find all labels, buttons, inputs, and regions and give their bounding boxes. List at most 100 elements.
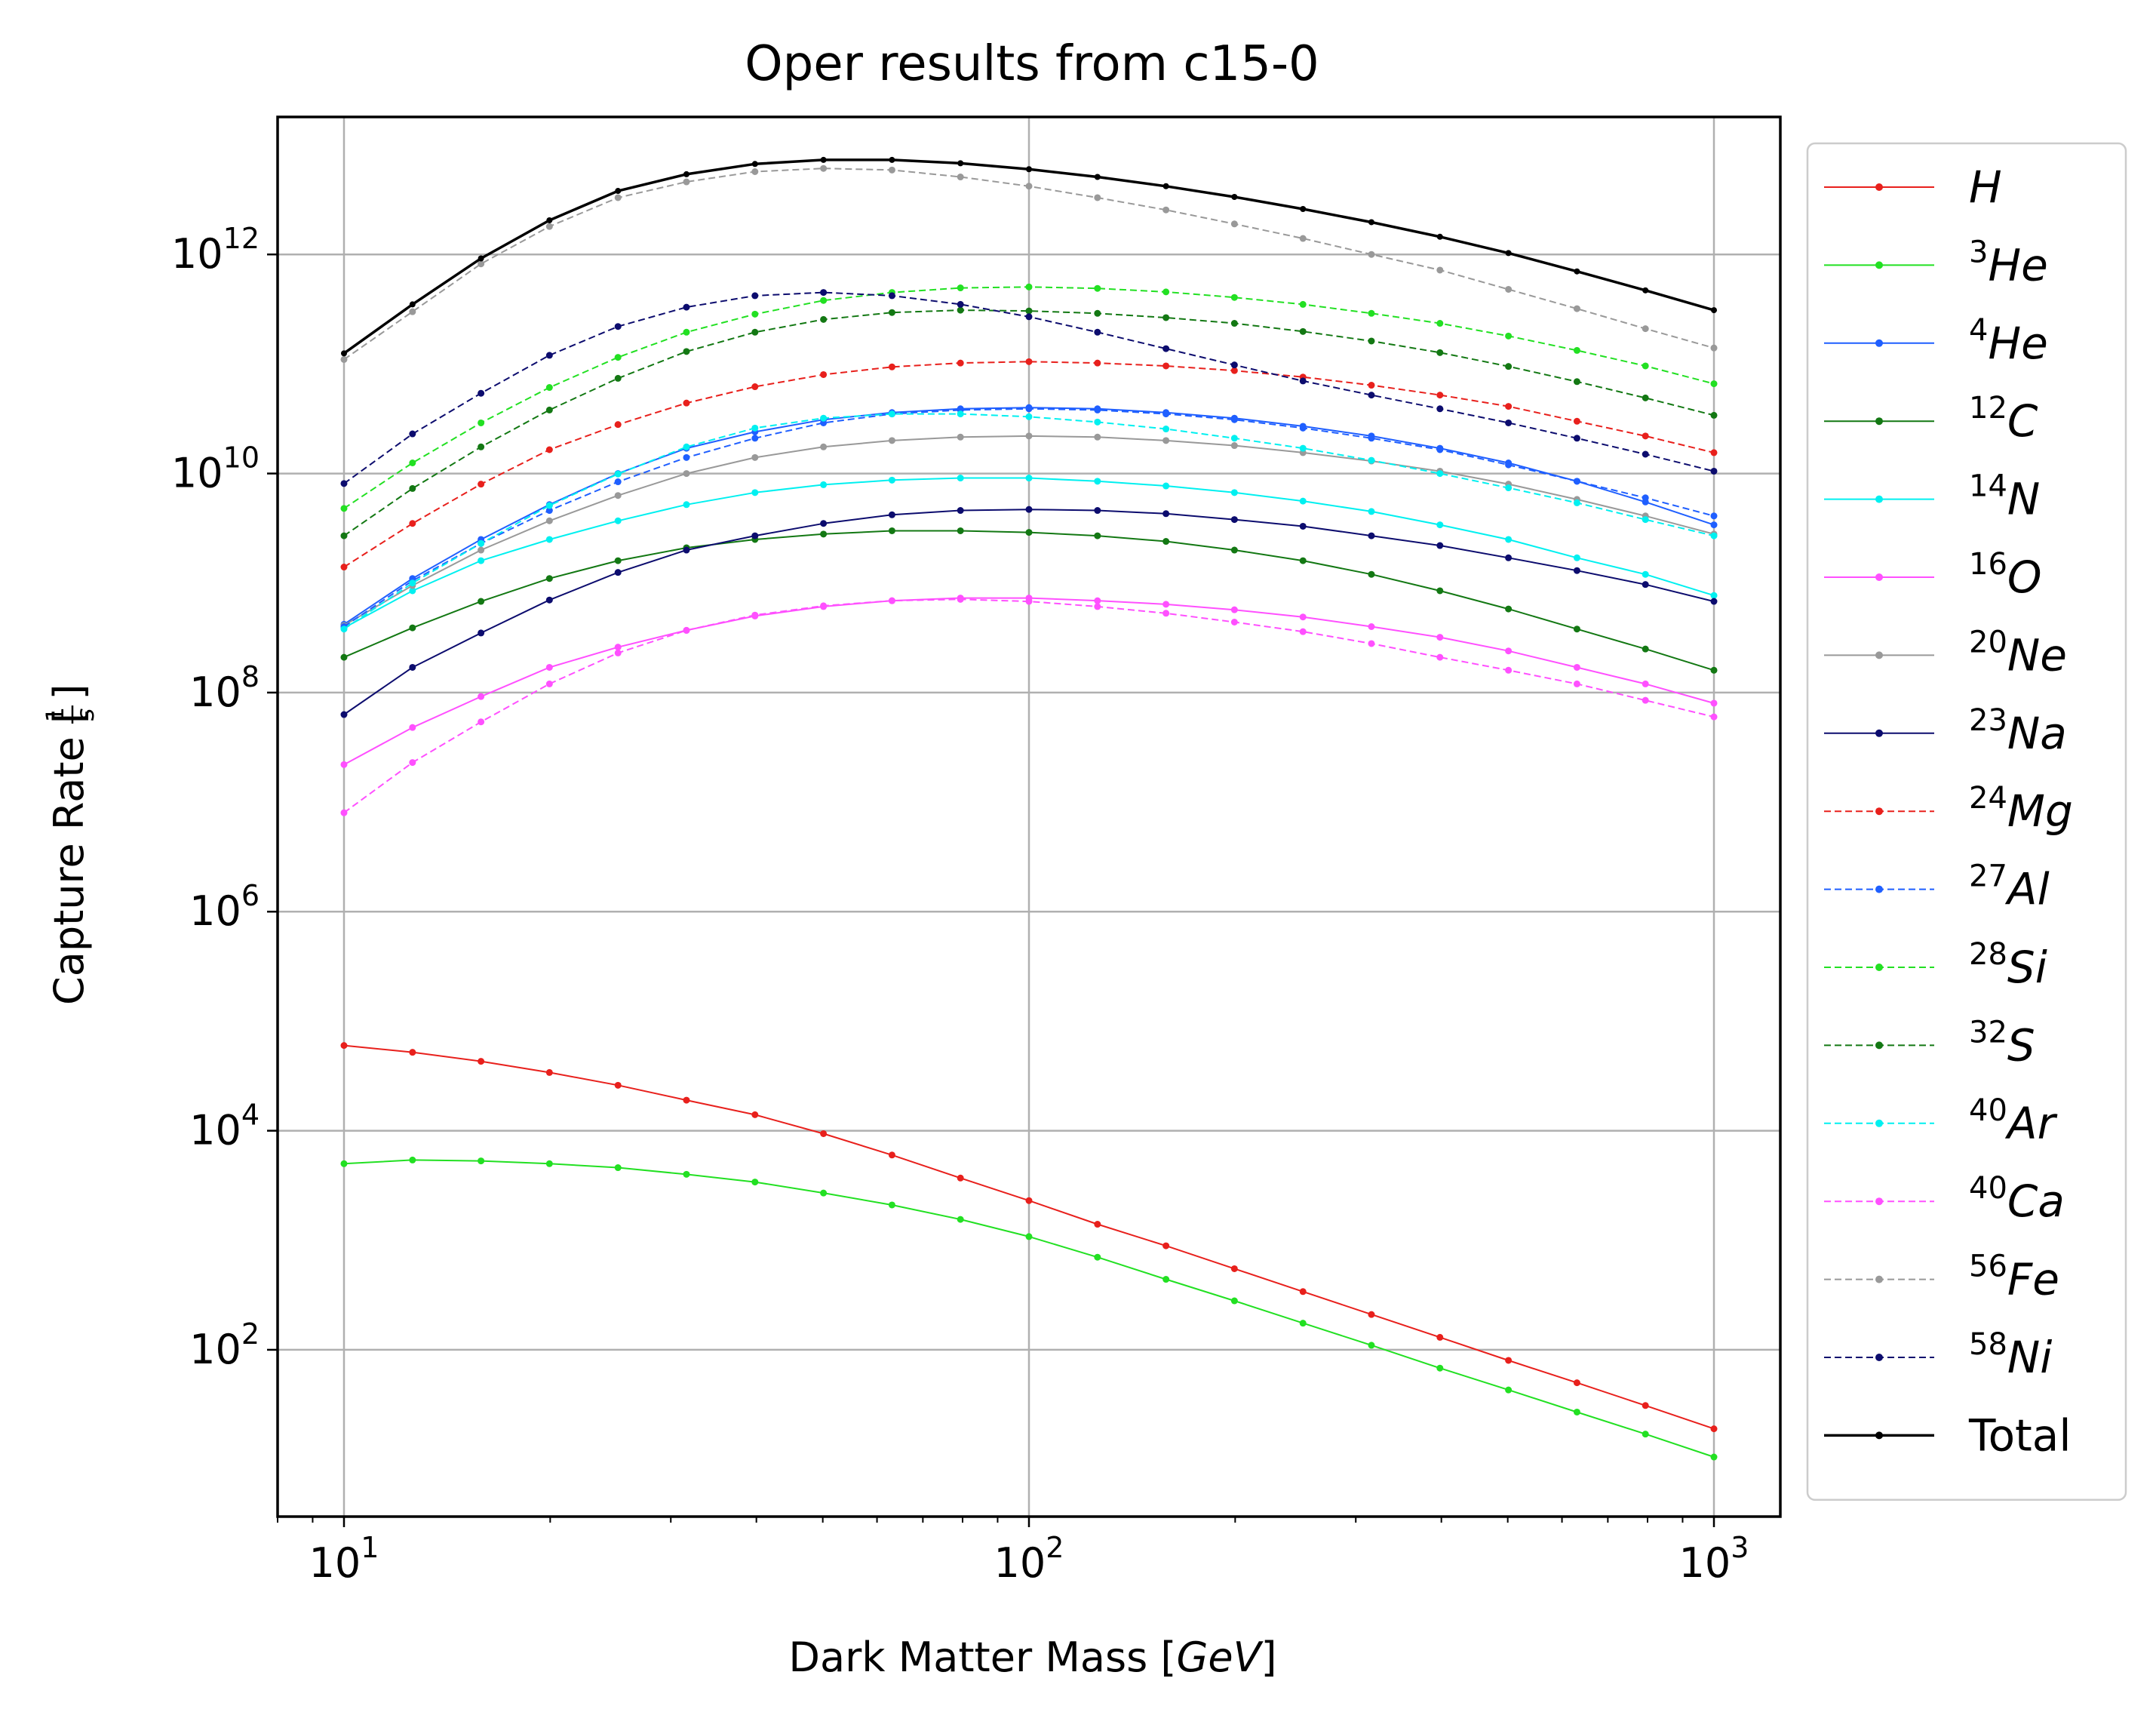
data-point (545, 507, 553, 515)
legend-swatch-marker (1875, 729, 1883, 737)
legend-swatch-marker (1875, 573, 1883, 581)
data-point (1162, 1276, 1170, 1283)
data-point (1436, 542, 1444, 549)
data-point (1368, 456, 1375, 464)
data-point (614, 421, 622, 429)
legend-label: 24Mg (1969, 781, 2073, 837)
data-point (751, 1179, 759, 1186)
data-point (1025, 313, 1033, 321)
data-point (546, 217, 553, 223)
data-point (1299, 444, 1307, 452)
data-point (1436, 349, 1444, 356)
data-point (1642, 362, 1649, 370)
legend-swatch-marker (1875, 964, 1883, 971)
legend-label: 20Ne (1969, 625, 2067, 681)
legend-swatch-marker (1875, 1119, 1883, 1127)
data-point (820, 370, 828, 378)
data-point (820, 1189, 828, 1197)
data-point (1505, 666, 1513, 674)
data-point (1642, 287, 1649, 294)
legend-swatch-marker (1875, 1354, 1883, 1361)
data-point (1025, 598, 1033, 605)
data-point (820, 520, 828, 527)
data-point (888, 476, 895, 484)
legend-item: 23Na (1824, 703, 2067, 759)
data-point (614, 492, 622, 499)
data-point (820, 414, 828, 422)
legend-item: H (1824, 161, 2002, 213)
data-point (1299, 628, 1307, 635)
series-Total (340, 156, 1718, 357)
data-point (1505, 647, 1513, 655)
data-point (1368, 382, 1375, 389)
data-point (478, 1157, 485, 1165)
data-point (1025, 1233, 1033, 1240)
data-point (340, 564, 348, 571)
data-point (1231, 194, 1238, 201)
series-56Fe (340, 164, 1718, 363)
data-point (820, 297, 828, 304)
data-point (1505, 403, 1513, 410)
data-point (1573, 554, 1580, 561)
legend: H 3He 4He 12C 14N 16O 20Ne 23Na 24Mg 27Al 28Si 32S 4… (1806, 142, 2127, 1502)
data-point (957, 306, 964, 314)
data-point (1299, 557, 1307, 564)
data-point (1025, 405, 1033, 413)
data-point (957, 1216, 964, 1223)
data-point (1094, 309, 1101, 317)
data-point (614, 194, 622, 201)
data-point (1710, 512, 1718, 520)
data-point (1573, 378, 1580, 386)
data-point (409, 587, 416, 595)
series-line (343, 361, 1715, 568)
data-point (614, 569, 622, 576)
series-12C (340, 527, 1718, 674)
data-point (1025, 413, 1033, 420)
data-point (957, 160, 964, 167)
data-point (1025, 475, 1033, 482)
legend-item: 4He (1824, 313, 2048, 369)
data-point (614, 354, 622, 361)
legend-label: 40Ar (1969, 1093, 2058, 1149)
data-point (545, 680, 553, 687)
data-point (1299, 522, 1307, 530)
data-point (957, 433, 964, 441)
data-point (1368, 1311, 1375, 1318)
data-point (1094, 507, 1101, 515)
data-point (1573, 626, 1580, 633)
series-28Si (340, 283, 1718, 512)
legend-item: 28Si (1824, 937, 2047, 993)
legend-label: 12C (1969, 391, 2038, 447)
data-point (1710, 1425, 1718, 1433)
data-point (683, 328, 690, 336)
data-point (1162, 314, 1170, 321)
data-point (478, 546, 485, 554)
data-point (1505, 536, 1513, 543)
data-point (1505, 363, 1513, 370)
data-point (888, 292, 895, 300)
legend-swatch-marker (1875, 1275, 1883, 1283)
data-point (1642, 494, 1649, 502)
data-point (1642, 696, 1649, 704)
data-point (1299, 300, 1307, 308)
data-point (1436, 233, 1443, 240)
data-point (1162, 426, 1170, 433)
data-point (614, 470, 622, 478)
data-point (957, 595, 964, 603)
data-point (683, 626, 690, 634)
data-point (1025, 307, 1033, 315)
data-point (1711, 307, 1718, 314)
data-point (820, 530, 828, 538)
data-point (1368, 508, 1375, 515)
data-point (340, 1042, 348, 1050)
data-point (1436, 266, 1444, 274)
legend-label: 14N (1969, 469, 2040, 525)
legend-item: 32S (1824, 1015, 2035, 1071)
data-point (1436, 470, 1444, 478)
data-point (1230, 367, 1238, 374)
data-point (1505, 332, 1513, 340)
data-point (1573, 499, 1580, 506)
legend-swatch-marker (1875, 1431, 1883, 1440)
